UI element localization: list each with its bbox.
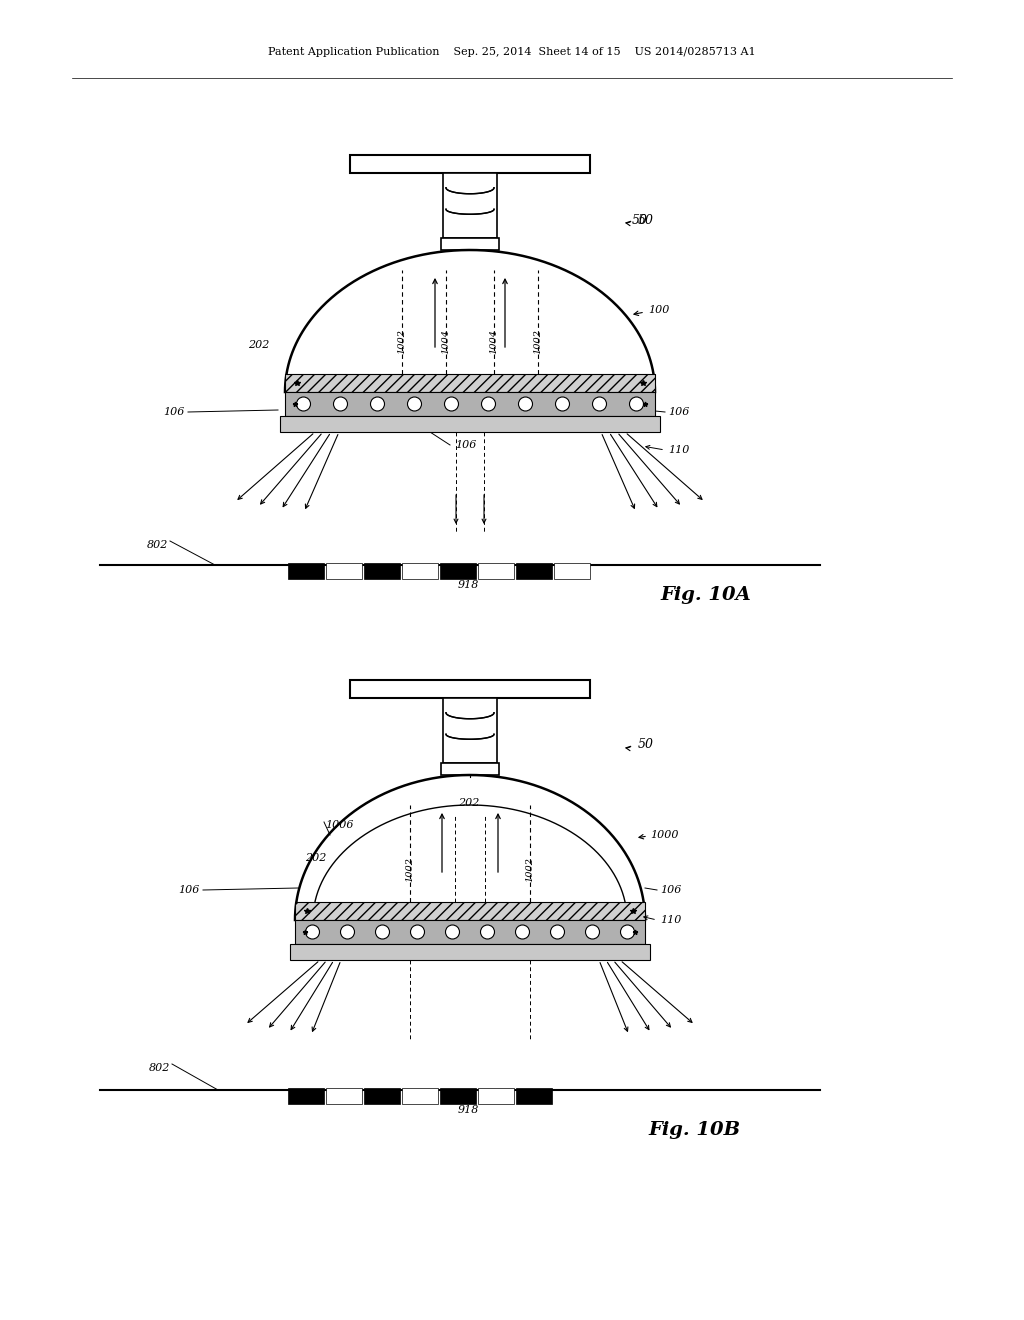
Text: 1002: 1002 (406, 857, 415, 882)
Circle shape (586, 925, 599, 939)
Bar (288, 564, 324, 579)
Text: 1000: 1000 (650, 830, 679, 840)
Circle shape (371, 397, 384, 411)
Text: 1006: 1006 (325, 820, 353, 830)
Bar (350, 680, 590, 698)
Circle shape (621, 925, 635, 939)
Circle shape (341, 925, 354, 939)
Bar (478, 564, 514, 579)
Bar (285, 374, 655, 392)
Bar (516, 1088, 552, 1104)
Text: Patent Application Publication    Sep. 25, 2014  Sheet 14 of 15    US 2014/02857: Patent Application Publication Sep. 25, … (268, 48, 756, 57)
Circle shape (305, 925, 319, 939)
Text: 802: 802 (146, 540, 168, 550)
Text: 50: 50 (632, 214, 648, 227)
Circle shape (445, 925, 460, 939)
Bar (402, 1088, 438, 1104)
Bar (554, 564, 590, 579)
Circle shape (411, 925, 425, 939)
Text: 106: 106 (668, 407, 689, 417)
Text: 1004: 1004 (441, 329, 451, 354)
Text: 918: 918 (458, 1105, 478, 1115)
Text: Fig. 10B: Fig. 10B (648, 1121, 740, 1139)
Bar (478, 1088, 514, 1104)
Bar (441, 238, 499, 249)
Text: 106: 106 (455, 440, 476, 450)
Text: 202: 202 (248, 341, 269, 350)
Bar (295, 902, 645, 920)
Text: 110: 110 (660, 915, 681, 925)
Text: 1002: 1002 (397, 329, 407, 354)
Bar (440, 1088, 476, 1104)
Circle shape (593, 397, 606, 411)
Circle shape (480, 925, 495, 939)
Circle shape (376, 925, 389, 939)
Circle shape (630, 397, 643, 411)
Bar (402, 564, 438, 579)
Bar (288, 1088, 324, 1104)
Text: 202: 202 (305, 853, 327, 863)
Circle shape (444, 397, 459, 411)
Circle shape (515, 925, 529, 939)
Bar (364, 564, 400, 579)
Text: 1002: 1002 (525, 857, 535, 882)
Bar (440, 564, 476, 579)
Bar (326, 564, 362, 579)
Text: 106: 106 (660, 884, 681, 895)
Text: Fig. 10A: Fig. 10A (660, 586, 751, 605)
Bar (350, 154, 590, 173)
Bar (285, 392, 655, 416)
Text: 106: 106 (164, 407, 185, 417)
Bar (295, 920, 645, 944)
Circle shape (481, 397, 496, 411)
Bar (516, 564, 552, 579)
Text: 106: 106 (178, 884, 200, 895)
Text: 802: 802 (148, 1063, 170, 1073)
Bar (364, 1088, 400, 1104)
Text: 918: 918 (458, 579, 478, 590)
Text: 202: 202 (458, 799, 479, 808)
Circle shape (297, 397, 310, 411)
Text: 50: 50 (638, 738, 654, 751)
Bar (443, 173, 497, 238)
Bar (290, 944, 650, 960)
Circle shape (408, 397, 422, 411)
Text: 1004: 1004 (489, 329, 499, 354)
Bar (326, 1088, 362, 1104)
Bar (280, 416, 660, 432)
Circle shape (551, 925, 564, 939)
Text: 110: 110 (668, 445, 689, 455)
Text: 1002: 1002 (534, 329, 543, 354)
Bar (443, 698, 497, 763)
Circle shape (518, 397, 532, 411)
Text: 50: 50 (638, 214, 654, 227)
Circle shape (334, 397, 347, 411)
Text: 100: 100 (648, 305, 670, 315)
Circle shape (555, 397, 569, 411)
Bar (441, 763, 499, 775)
